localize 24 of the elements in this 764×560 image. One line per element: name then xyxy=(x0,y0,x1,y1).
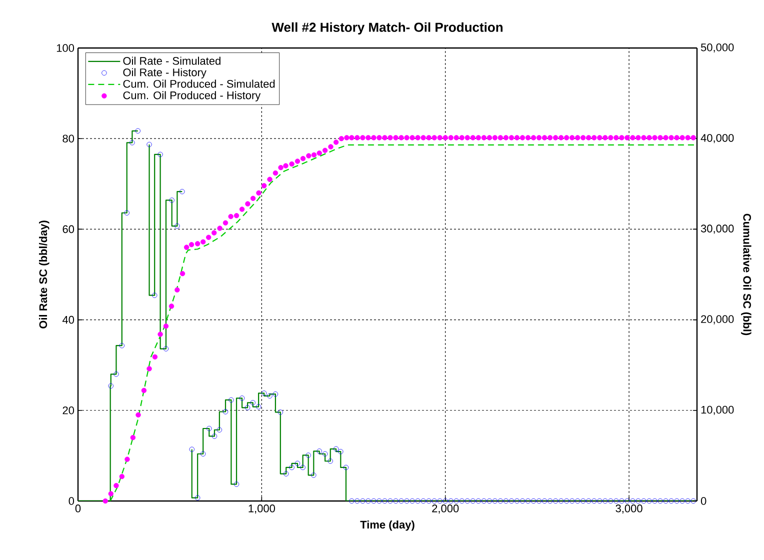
legend-label: Oil Rate - Simulated xyxy=(123,56,220,65)
y-tick-label: 20 xyxy=(62,406,74,414)
y-tick-label: 60 xyxy=(62,225,74,234)
x-tick-label: 2,000 xyxy=(432,504,459,514)
y2-tick-label: 0 xyxy=(700,497,706,505)
legend-label: Cum. Oil Produced - History xyxy=(123,91,261,102)
y2-tick-label: 20,000 xyxy=(701,315,734,324)
x-tick-label: 1,000 xyxy=(248,504,276,514)
x-tick-label: 0 xyxy=(75,504,81,512)
y2-axis-title: Cumulative Oil SC (bbl) xyxy=(741,214,752,336)
y-tick-label: 80 xyxy=(62,134,74,142)
legend-label: Cum. Oil Produced - Simulated xyxy=(123,80,275,88)
y-tick-label: 40 xyxy=(62,316,74,324)
chart-title: Well #2 History Match- Oil Production xyxy=(272,22,503,34)
y-axis-title: Oil Rate SC (bbl/day) xyxy=(39,220,50,328)
y-tick-label: 0 xyxy=(68,497,74,505)
y2-tick-label: 40,000 xyxy=(700,134,734,144)
y-tick-label: 100 xyxy=(56,44,74,52)
y2-tick-label: 30,000 xyxy=(700,224,734,234)
legend-label: Oil Rate - History xyxy=(123,68,206,78)
y2-tick-label: 50,000 xyxy=(700,43,734,53)
x-axis-title: Time (day) xyxy=(360,520,414,531)
x-tick-label: 3,000 xyxy=(616,504,642,514)
y2-tick-label: 10,000 xyxy=(701,406,734,415)
